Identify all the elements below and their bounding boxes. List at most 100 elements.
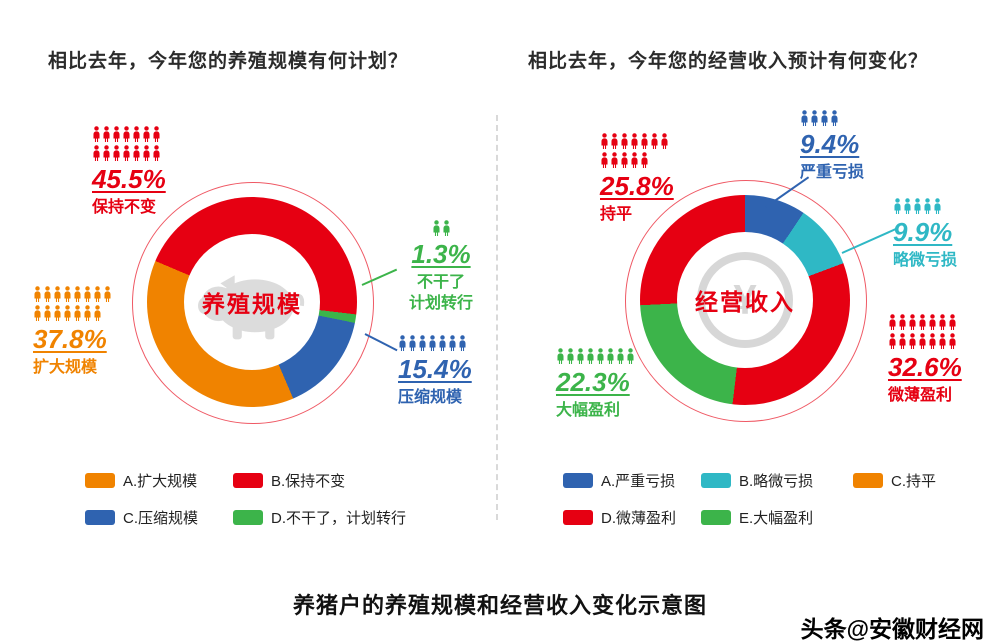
person-icon (449, 335, 456, 351)
person-icon (601, 133, 608, 149)
person-icon (611, 152, 618, 168)
person-icon (939, 314, 946, 330)
people-row (33, 305, 123, 321)
callout-expand-scale: 37.8% 扩大规模 (33, 286, 123, 379)
person-icon (821, 110, 828, 126)
person-icon (617, 348, 624, 364)
person-icon (587, 348, 594, 364)
person-icon (621, 133, 628, 149)
segment-percent: 9.9% (893, 217, 953, 247)
people-icons (556, 348, 646, 364)
person-icon (34, 305, 41, 321)
person-icon (914, 198, 921, 214)
yuan-coin-icon: ¥ (697, 252, 793, 348)
segment-percent: 37.8% (33, 324, 107, 354)
person-icon (409, 335, 416, 351)
person-icon (621, 152, 628, 168)
center-divider (496, 115, 498, 520)
person-icon (899, 333, 906, 349)
pig-icon (198, 275, 305, 340)
segment-percent: 32.6% (888, 352, 962, 382)
people-row (800, 110, 896, 126)
people-icons (398, 335, 494, 351)
person-icon (74, 286, 81, 302)
people-row (92, 126, 188, 142)
person-icon (949, 314, 956, 330)
person-icon (419, 335, 426, 351)
donut-center: 养殖规模 (184, 234, 320, 370)
person-icon (661, 133, 668, 149)
person-icon (641, 133, 648, 149)
segment-percent: 22.3% (556, 367, 630, 397)
question-farming-scale: 相比去年，今年您的养殖规模有何计划？ (48, 51, 409, 72)
legend-label: D.不干了，计划转行 (271, 510, 407, 527)
people-icons (398, 220, 484, 236)
legend-item: A.严重亏损 (563, 470, 701, 491)
person-icon (103, 145, 110, 161)
person-icon (54, 286, 61, 302)
person-icon (93, 126, 100, 142)
segment-percent: 1.3% (411, 239, 471, 269)
person-icon (44, 305, 51, 321)
person-icon (909, 314, 916, 330)
person-icon (113, 126, 120, 142)
callout-thin-profit: 32.6% 微薄盈利 (888, 314, 978, 407)
yuan-symbol: ¥ (733, 276, 757, 323)
left-outer-ring (132, 182, 374, 424)
person-icon (611, 133, 618, 149)
person-icon (607, 348, 614, 364)
segment-label: 不干了 计划转行 (408, 273, 473, 312)
person-icon (94, 305, 101, 321)
callout-quit: 1.3% 不干了 计划转行 (398, 220, 484, 314)
person-icon (627, 348, 634, 364)
callout-slight-loss: 9.9% 略微亏损 (893, 198, 989, 272)
income-donut: ¥ 经营收入 (640, 195, 850, 405)
person-icon (894, 198, 901, 214)
legend-label: A.扩大规模 (123, 473, 198, 490)
callout-flat: 25.8% 持平 (600, 133, 686, 226)
person-icon (651, 133, 658, 149)
person-icon (889, 314, 896, 330)
leader-line-shrink (364, 333, 398, 352)
person-icon (64, 305, 71, 321)
income-legend: A.严重亏损 B.略微亏损 C.持平 D.微薄盈利 E.大幅盈利 (563, 470, 936, 528)
person-icon (44, 286, 51, 302)
legend-swatch (563, 510, 593, 525)
segment-label: 严重亏损 (800, 163, 865, 181)
legend-label: C.持平 (891, 473, 937, 490)
callout-shrink-scale: 15.4% 压缩规模 (398, 335, 494, 409)
person-icon (153, 126, 160, 142)
person-icon (939, 333, 946, 349)
callout-severe-loss: 9.4% 严重亏损 (800, 110, 896, 184)
person-icon (133, 126, 140, 142)
person-icon (889, 333, 896, 349)
legend-label: A.严重亏损 (601, 473, 676, 490)
farming-scale-donut: 养殖规模 (147, 197, 357, 407)
segment-label: 扩大规模 (33, 358, 98, 376)
people-row (398, 220, 484, 236)
people-icons (33, 286, 123, 321)
center-label-income: 经营收入 (695, 289, 795, 315)
question-income: 相比去年，今年您的经营收入预计有何变化？ (528, 51, 929, 72)
person-icon (909, 333, 916, 349)
legend-label: D.微薄盈利 (601, 510, 677, 527)
figure-title: 养猪户的养殖规模和经营收入变化示意图 (292, 593, 707, 618)
segment-percent: 25.8% (600, 171, 674, 201)
segment-label: 略微亏损 (893, 251, 958, 269)
person-icon (54, 305, 61, 321)
person-icon (143, 145, 150, 161)
legend-swatch (233, 473, 263, 488)
person-icon (399, 335, 406, 351)
person-icon (641, 152, 648, 168)
people-icons (893, 198, 989, 214)
people-icons (888, 314, 978, 349)
legend-label: B.略微亏损 (739, 473, 814, 490)
legend-item: A.扩大规模 (85, 470, 233, 491)
people-icons (800, 110, 896, 126)
legend-item: C.持平 (853, 470, 936, 491)
person-icon (801, 110, 808, 126)
person-icon (631, 152, 638, 168)
segment-label: 大幅盈利 (556, 401, 621, 419)
person-icon (577, 348, 584, 364)
